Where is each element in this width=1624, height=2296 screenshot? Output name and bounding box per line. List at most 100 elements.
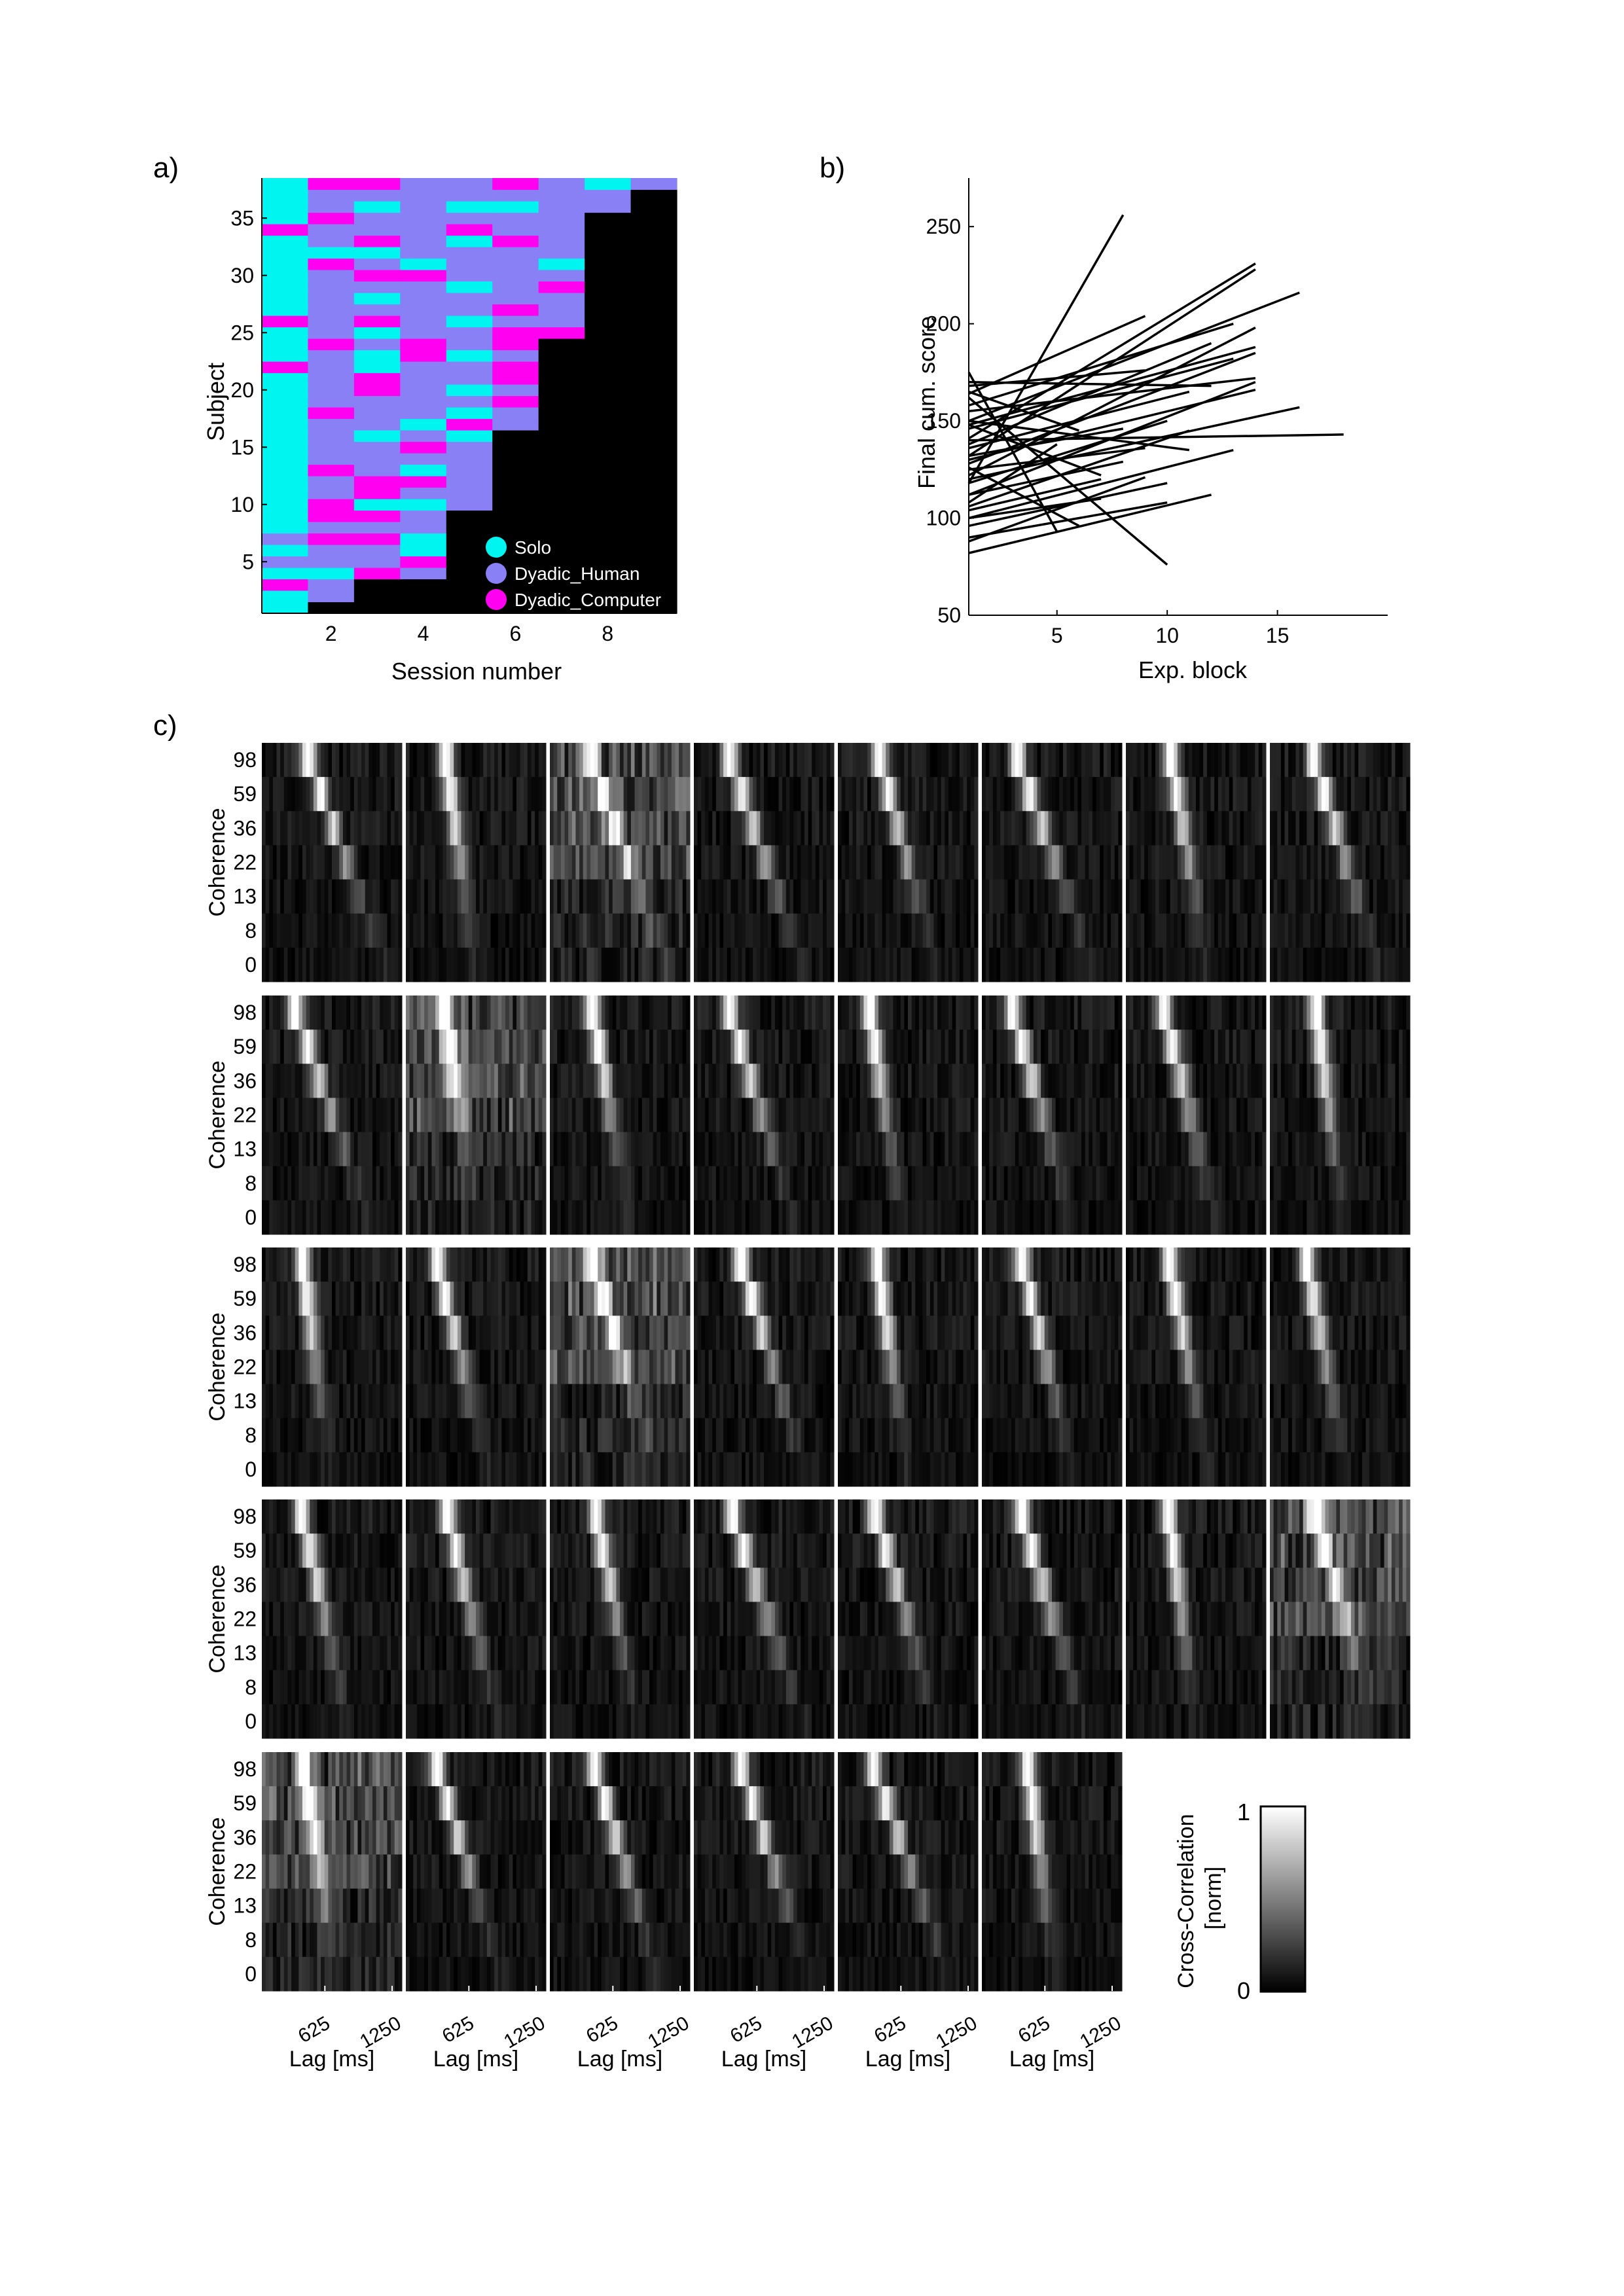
correlation-cell [357, 1166, 362, 1201]
correlation-cell [660, 777, 665, 812]
correlation-cell [394, 1350, 399, 1385]
correlation-cell [583, 1064, 587, 1098]
correlation-cell [1236, 1132, 1241, 1167]
correlation-cell [863, 947, 868, 982]
correlation-cell [826, 1064, 831, 1098]
correlation-cell [645, 1030, 650, 1064]
correlation-cell [982, 879, 986, 914]
session-cell [538, 601, 585, 614]
correlation-cell [1077, 1030, 1082, 1064]
correlation-cell [398, 1350, 403, 1385]
session-cell [585, 499, 632, 511]
session-cell [492, 384, 539, 397]
correlation-cell [1229, 1166, 1233, 1201]
correlation-cell [1170, 1132, 1174, 1167]
correlation-cell [956, 947, 960, 982]
correlation-cell [1033, 1064, 1038, 1098]
session-cell [585, 476, 632, 488]
correlation-cell [1277, 777, 1282, 812]
session-cell [308, 533, 355, 545]
correlation-cell [560, 1132, 566, 1167]
correlation-cell [664, 1132, 668, 1167]
correlation-cell [738, 996, 742, 1030]
correlation-cell [1303, 913, 1307, 948]
correlation-cell [641, 1166, 646, 1201]
correlation-cell [339, 1384, 344, 1419]
correlation-cell [298, 1166, 303, 1201]
correlation-cell [424, 1064, 429, 1098]
correlation-cell [734, 777, 739, 812]
correlation-cell [900, 1098, 905, 1133]
correlation-cell [897, 743, 901, 778]
correlation-cell [1218, 947, 1222, 982]
correlation-cell [291, 845, 296, 880]
correlation-cell [697, 743, 702, 778]
correlation-cell [886, 1166, 890, 1201]
correlation-cell [298, 777, 303, 812]
correlation-cell [715, 845, 720, 880]
correlation-cell [501, 913, 506, 948]
correlation-cell [996, 743, 1001, 778]
correlation-cell [1015, 879, 1019, 914]
correlation-cell [339, 1282, 344, 1316]
correlation-cell [767, 811, 772, 846]
correlation-cell [276, 845, 281, 880]
correlation-cell [357, 845, 362, 880]
correlation-cell [1022, 743, 1027, 778]
correlation-cell [1003, 1166, 1008, 1201]
correlation-cell [1077, 1200, 1082, 1235]
correlation-cell [1000, 1064, 1005, 1098]
correlation-cell [1277, 743, 1282, 778]
correlation-cell [1136, 1098, 1142, 1133]
session-cell [400, 407, 447, 420]
correlation-cell [742, 913, 746, 948]
correlation-cell [383, 1316, 388, 1350]
correlation-cell [1380, 1098, 1385, 1133]
correlation-cell [332, 1064, 336, 1098]
correlation-cell [623, 743, 628, 778]
correlation-cell [1059, 1030, 1064, 1064]
correlation-cell [959, 811, 964, 846]
coherence-axis-label: Coherence [205, 1060, 230, 1169]
correlation-cell [996, 913, 1001, 948]
correlation-cell [1100, 811, 1104, 846]
correlation-cell [1347, 777, 1352, 812]
correlation-cell [468, 743, 473, 778]
correlation-cell [1048, 947, 1053, 982]
correlation-cell [697, 1098, 702, 1133]
correlation-cell [1277, 913, 1282, 948]
correlation-cell [1048, 1132, 1053, 1167]
correlation-cell [996, 1200, 1001, 1235]
correlation-cell [442, 743, 447, 778]
correlation-cell [442, 996, 447, 1030]
correlation-cell [982, 996, 986, 1030]
correlation-cell [671, 811, 676, 846]
correlation-cell [1365, 743, 1370, 778]
correlation-cell [1100, 947, 1104, 982]
correlation-cell [1103, 811, 1108, 846]
correlation-cell [1244, 1064, 1248, 1098]
correlation-cell [937, 879, 942, 914]
correlation-cell [583, 996, 587, 1030]
correlation-cell [1048, 743, 1053, 778]
correlation-cell [767, 1166, 772, 1201]
correlation-cell [1015, 1200, 1019, 1235]
correlation-cell [1166, 1030, 1171, 1064]
correlation-cell [1210, 777, 1215, 812]
correlation-cell [365, 913, 369, 948]
correlation-cell [1295, 879, 1300, 914]
correlation-cell [1214, 845, 1219, 880]
correlation-cell [1103, 947, 1108, 982]
correlation-cell [1325, 879, 1329, 914]
correlation-cell [1377, 1132, 1381, 1167]
correlation-cell [830, 879, 835, 914]
correlation-cell [1377, 1098, 1381, 1133]
session-cell [353, 224, 401, 236]
correlation-cell [956, 879, 960, 914]
session-cell [446, 293, 493, 305]
correlation-cell [324, 1247, 329, 1282]
correlation-cell [1085, 777, 1089, 812]
correlation-cell [992, 743, 998, 778]
correlation-cell [1022, 879, 1027, 914]
correlation-cell [457, 1132, 461, 1167]
